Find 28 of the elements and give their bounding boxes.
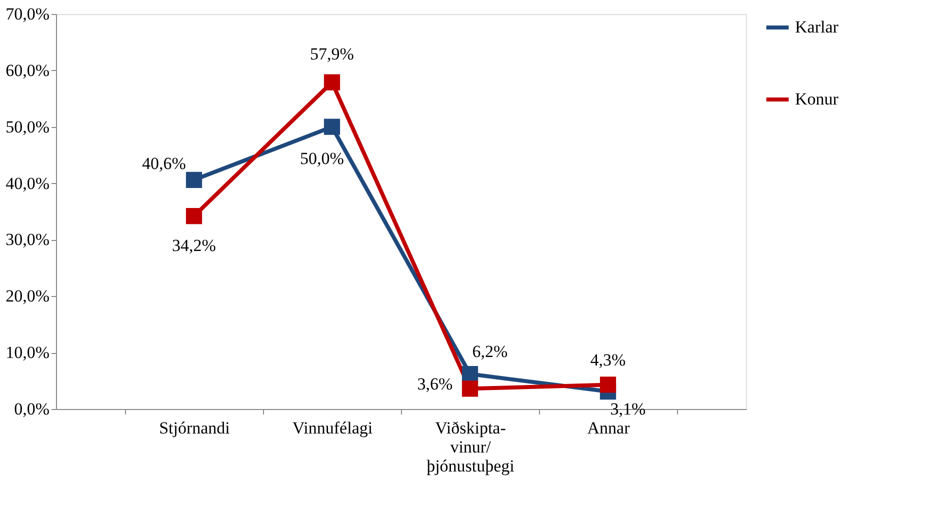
point <box>324 74 340 90</box>
y-tick-label: 40,0% <box>6 174 50 193</box>
point <box>600 376 616 393</box>
data-label: 6,2% <box>472 342 508 362</box>
x-tick-label: Stjórnandi <box>159 418 230 438</box>
data-label: 50,0% <box>300 148 344 168</box>
legend-label: Karlar <box>795 18 839 36</box>
data-label: 57,9% <box>310 44 354 64</box>
y-tick-label: 10,0% <box>6 343 50 362</box>
point <box>186 208 202 224</box>
y-tick-label: 60,0% <box>6 60 50 80</box>
point <box>186 172 202 188</box>
x-tick-label: Annar <box>587 418 630 438</box>
x-tick-label: Viðskipta- vinur/ þjónustuþegi <box>426 418 515 476</box>
y-tick-label: 70,0% <box>6 4 50 24</box>
y-tick-label: 20,0% <box>6 286 50 306</box>
x-tick-label: Vinnufélagi <box>292 418 373 438</box>
y-tick-label: 50,0% <box>6 117 50 136</box>
y-tick-label: 0,0% <box>14 400 50 418</box>
y-tick-label: 30,0% <box>6 230 50 250</box>
point <box>324 118 340 135</box>
point <box>462 380 478 397</box>
data-label: 40,6% <box>142 154 186 173</box>
data-label: 34,2% <box>172 236 216 256</box>
legend-label: Konur <box>795 90 839 108</box>
data-label: 4,3% <box>590 350 626 370</box>
data-label: 3,1% <box>610 400 646 419</box>
data-label: 3,6% <box>417 374 453 394</box>
